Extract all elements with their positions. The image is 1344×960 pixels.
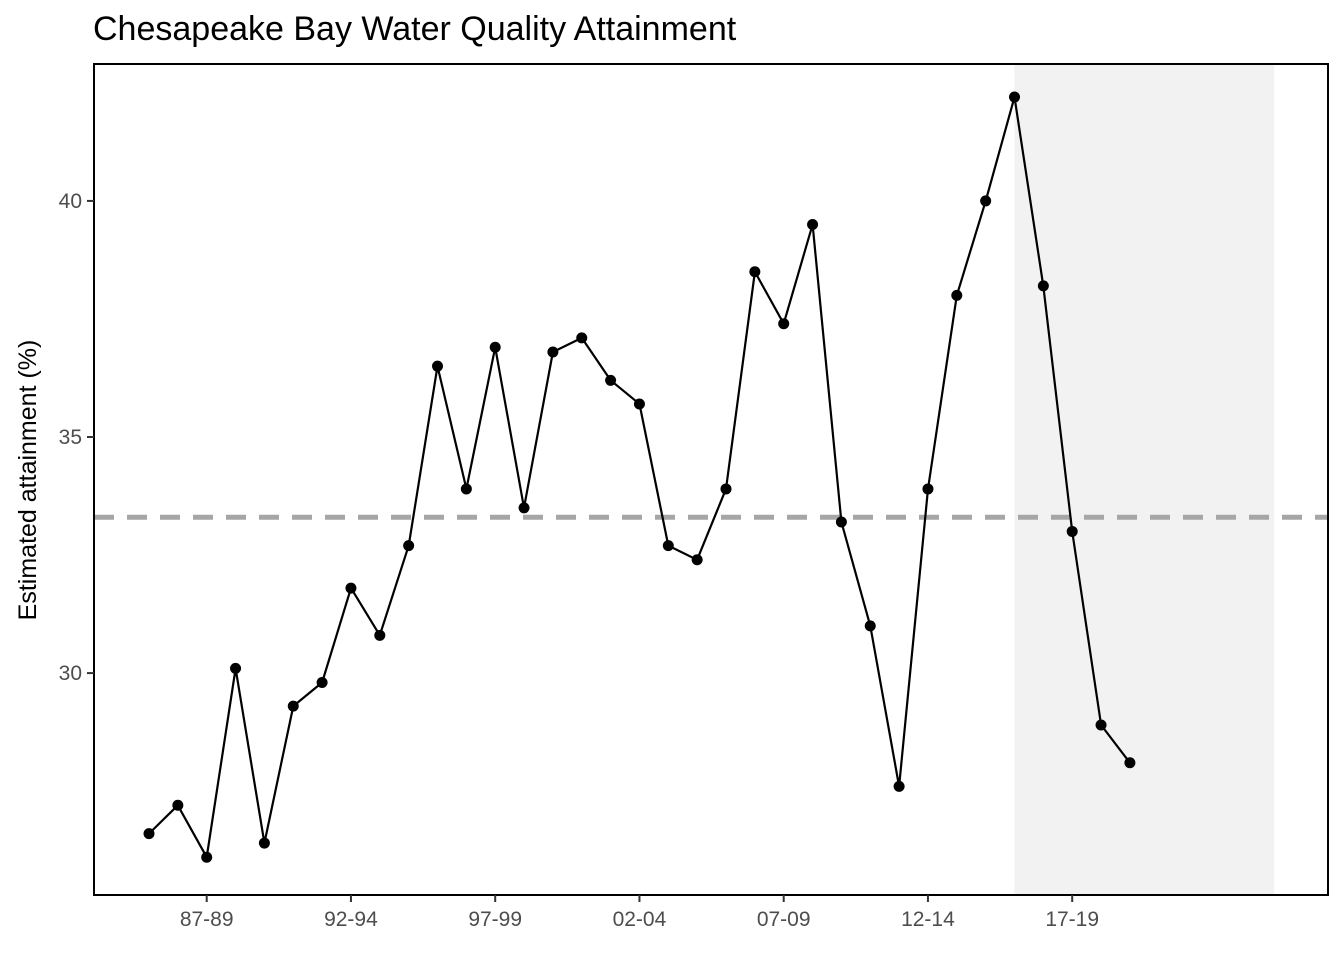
data-point — [201, 851, 213, 863]
data-point — [374, 629, 386, 641]
data-point — [749, 266, 761, 278]
data-point — [1095, 719, 1107, 731]
data-point — [287, 700, 299, 712]
data-point — [518, 502, 530, 514]
data-point — [893, 780, 905, 792]
data-point — [720, 483, 732, 495]
x-tick-label: 87-89 — [180, 908, 234, 931]
data-point — [230, 662, 242, 674]
data-point — [316, 677, 328, 689]
data-point — [547, 346, 559, 358]
data-point — [258, 837, 270, 849]
x-tick-label: 97-99 — [468, 908, 522, 931]
data-points-layer — [143, 91, 1136, 863]
data-point — [489, 341, 501, 353]
data-point — [922, 483, 934, 495]
y-tick-label: 35 — [59, 426, 82, 449]
data-point — [172, 799, 184, 811]
data-point — [778, 318, 790, 330]
data-point — [345, 582, 357, 594]
x-tick-label: 07-09 — [757, 908, 811, 931]
data-point — [662, 540, 674, 552]
data-point — [807, 219, 819, 231]
series-line — [148, 95, 1131, 859]
data-point — [835, 516, 847, 528]
data-point — [1037, 280, 1049, 292]
x-axis: 87-89 92-94 97-99 02-04 07-09 12-14 17-19 — [180, 895, 1099, 931]
highlight-band — [1014, 64, 1275, 895]
data-point — [633, 398, 645, 410]
y-tick-label: 30 — [59, 662, 82, 685]
data-point — [980, 195, 992, 207]
data-point — [691, 554, 703, 566]
plot-panel-border — [93, 63, 1329, 896]
data-point — [605, 374, 617, 386]
x-tick-label: 02-04 — [613, 908, 667, 931]
data-point — [576, 332, 588, 344]
data-point — [1009, 91, 1020, 103]
highlight-band-layer — [1014, 64, 1275, 895]
data-point — [1066, 525, 1078, 537]
data-point — [403, 540, 415, 552]
data-point — [864, 620, 876, 632]
series-line-layer — [148, 95, 1131, 859]
x-tick-label: 12-14 — [901, 908, 955, 931]
data-point — [143, 828, 155, 840]
data-point — [1124, 757, 1136, 769]
y-axis-label: Estimated attainment (%) — [14, 340, 42, 621]
data-point — [460, 483, 472, 495]
y-tick-label: 40 — [59, 190, 82, 213]
x-tick-label: 17-19 — [1045, 908, 1099, 931]
y-axis: 30 35 40 — [59, 190, 94, 685]
data-point — [951, 289, 963, 301]
x-tick-label: 92-94 — [324, 908, 378, 931]
data-point — [432, 360, 443, 372]
chart-title: Chesapeake Bay Water Quality Attainment — [93, 10, 737, 48]
